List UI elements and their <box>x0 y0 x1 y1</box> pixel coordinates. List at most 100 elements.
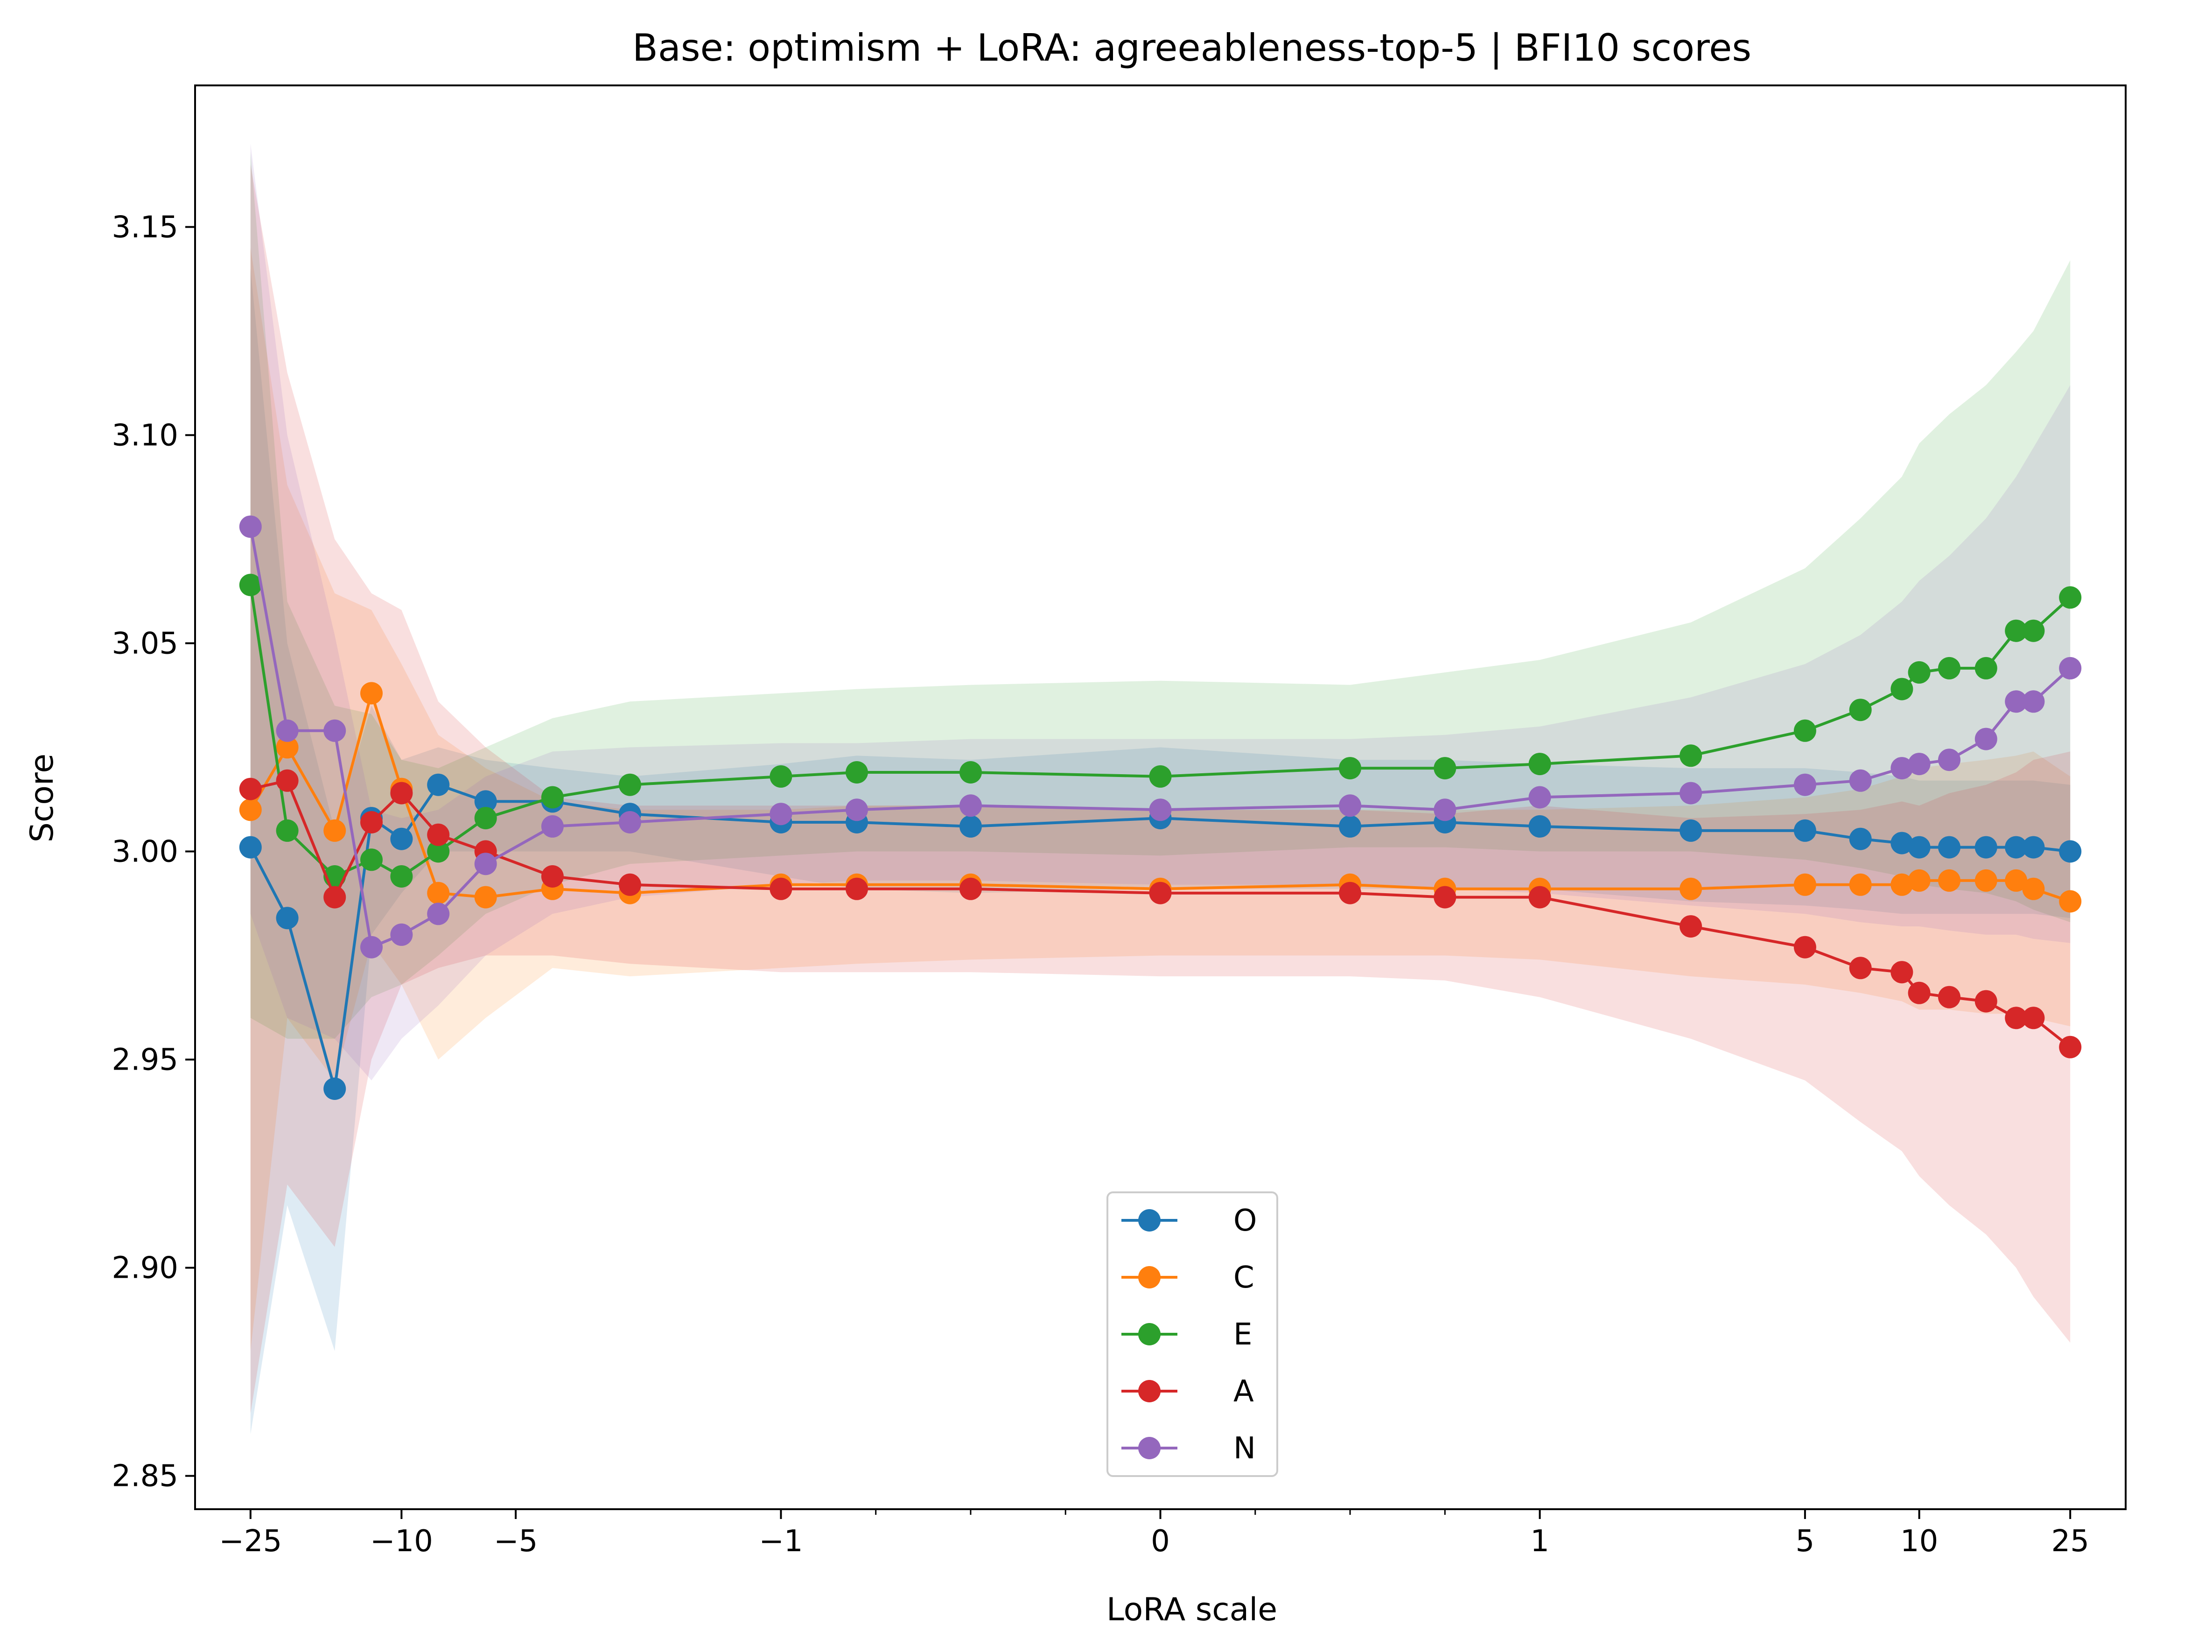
point-E-8 <box>618 773 641 796</box>
point-E-15 <box>1528 753 1551 776</box>
x-tick-label-1: −10 <box>370 1524 433 1559</box>
point-C-17 <box>1793 873 1816 896</box>
point-A-3 <box>360 811 383 833</box>
point-N-0 <box>239 515 262 538</box>
point-N-14 <box>1434 798 1456 821</box>
band-N <box>250 143 2071 1081</box>
point-E-20 <box>1908 661 1931 684</box>
point-O-0 <box>239 836 262 859</box>
point-O-2 <box>323 1078 346 1100</box>
point-O-25 <box>2059 840 2082 863</box>
point-A-2 <box>323 886 346 909</box>
x-tick-label-2: −5 <box>494 1524 538 1559</box>
y-tick-label-5: 3.10 <box>112 418 179 453</box>
point-O-15 <box>1528 815 1551 838</box>
band-O <box>250 268 2071 1435</box>
point-E-3 <box>360 848 383 871</box>
point-A-15 <box>1528 886 1551 909</box>
point-N-4 <box>390 923 413 946</box>
legend-marker-N <box>1138 1437 1161 1459</box>
chart-title: Base: optimism + LoRA: agreeableness-top… <box>632 26 1751 70</box>
point-E-4 <box>390 865 413 888</box>
point-N-21 <box>1938 749 1960 771</box>
point-E-1 <box>276 819 299 842</box>
point-E-12 <box>1149 765 1172 788</box>
point-A-9 <box>770 877 792 900</box>
legend-marker-E <box>1138 1323 1161 1345</box>
legend-item-C: C <box>1121 1260 1254 1295</box>
point-O-11 <box>959 815 982 838</box>
point-E-22 <box>1974 657 1997 679</box>
point-E-7 <box>541 786 564 809</box>
legend-marker-O <box>1138 1209 1161 1232</box>
x-tick-label-5: 1 <box>1530 1524 1549 1559</box>
point-N-13 <box>1339 794 1361 817</box>
legend-box <box>1106 1191 1278 1477</box>
y-tick-label-3: 3.00 <box>112 834 179 869</box>
point-A-7 <box>541 865 564 888</box>
point-E-17 <box>1793 719 1816 742</box>
point-A-20 <box>1908 981 1931 1004</box>
x-axis-label: LoRA scale <box>1106 1591 1277 1628</box>
series-N <box>239 515 2082 959</box>
legend-label-A: A <box>1233 1374 1254 1409</box>
point-N-1 <box>276 719 299 742</box>
legend-item-A: A <box>1121 1374 1254 1409</box>
x-tick-label-8: 25 <box>2051 1524 2089 1559</box>
x-tick-label-3: −1 <box>759 1524 803 1559</box>
point-N-23 <box>2005 690 2028 713</box>
point-E-19 <box>1890 678 1913 700</box>
point-N-2 <box>323 719 346 742</box>
legend-label-C: C <box>1233 1260 1254 1295</box>
point-E-0 <box>239 574 262 596</box>
series-A <box>239 769 2082 1058</box>
legend-item-N: N <box>1121 1431 1256 1466</box>
point-N-22 <box>1974 728 1997 750</box>
point-A-19 <box>1890 961 1913 984</box>
point-C-0 <box>239 798 262 821</box>
point-A-1 <box>276 769 299 792</box>
point-A-8 <box>618 873 641 896</box>
point-N-17 <box>1793 773 1816 796</box>
legend-marker-C <box>1138 1266 1161 1288</box>
point-E-18 <box>1849 699 1872 721</box>
point-E-25 <box>2059 586 2082 609</box>
point-A-12 <box>1149 882 1172 904</box>
point-A-13 <box>1339 882 1361 904</box>
point-A-22 <box>1974 990 1997 1013</box>
point-E-16 <box>1680 744 1702 767</box>
point-A-25 <box>2059 1036 2082 1058</box>
x-tick-label-4: 0 <box>1151 1524 1170 1559</box>
point-E-11 <box>959 761 982 784</box>
x-tick-label-7: 10 <box>1900 1524 1938 1559</box>
point-O-17 <box>1793 819 1816 842</box>
x-tick-label-0: −25 <box>219 1524 282 1559</box>
point-E-10 <box>846 761 868 784</box>
legend-label-E: E <box>1233 1317 1252 1352</box>
point-E-6 <box>474 807 497 830</box>
series-lines <box>239 515 2082 1100</box>
point-N-16 <box>1680 782 1702 805</box>
point-A-10 <box>846 877 868 900</box>
point-A-4 <box>390 782 413 805</box>
point-A-5 <box>427 823 450 846</box>
point-O-22 <box>1974 836 1997 859</box>
point-E-13 <box>1339 757 1361 780</box>
point-O-5 <box>427 773 450 796</box>
legend-marker-A <box>1138 1380 1161 1402</box>
point-A-0 <box>239 777 262 800</box>
point-O-23 <box>2005 836 2028 859</box>
point-E-9 <box>770 765 792 788</box>
point-C-5 <box>427 882 450 904</box>
point-A-17 <box>1793 936 1816 959</box>
point-E-24 <box>2022 619 2045 642</box>
point-O-16 <box>1680 819 1702 842</box>
point-C-18 <box>1849 873 1872 896</box>
point-N-9 <box>770 803 792 826</box>
point-C-6 <box>474 886 497 909</box>
point-C-23 <box>2005 869 2028 892</box>
y-tick-label-1: 2.90 <box>112 1251 179 1286</box>
legend-item-O: O <box>1121 1204 1257 1238</box>
point-O-18 <box>1849 827 1872 850</box>
